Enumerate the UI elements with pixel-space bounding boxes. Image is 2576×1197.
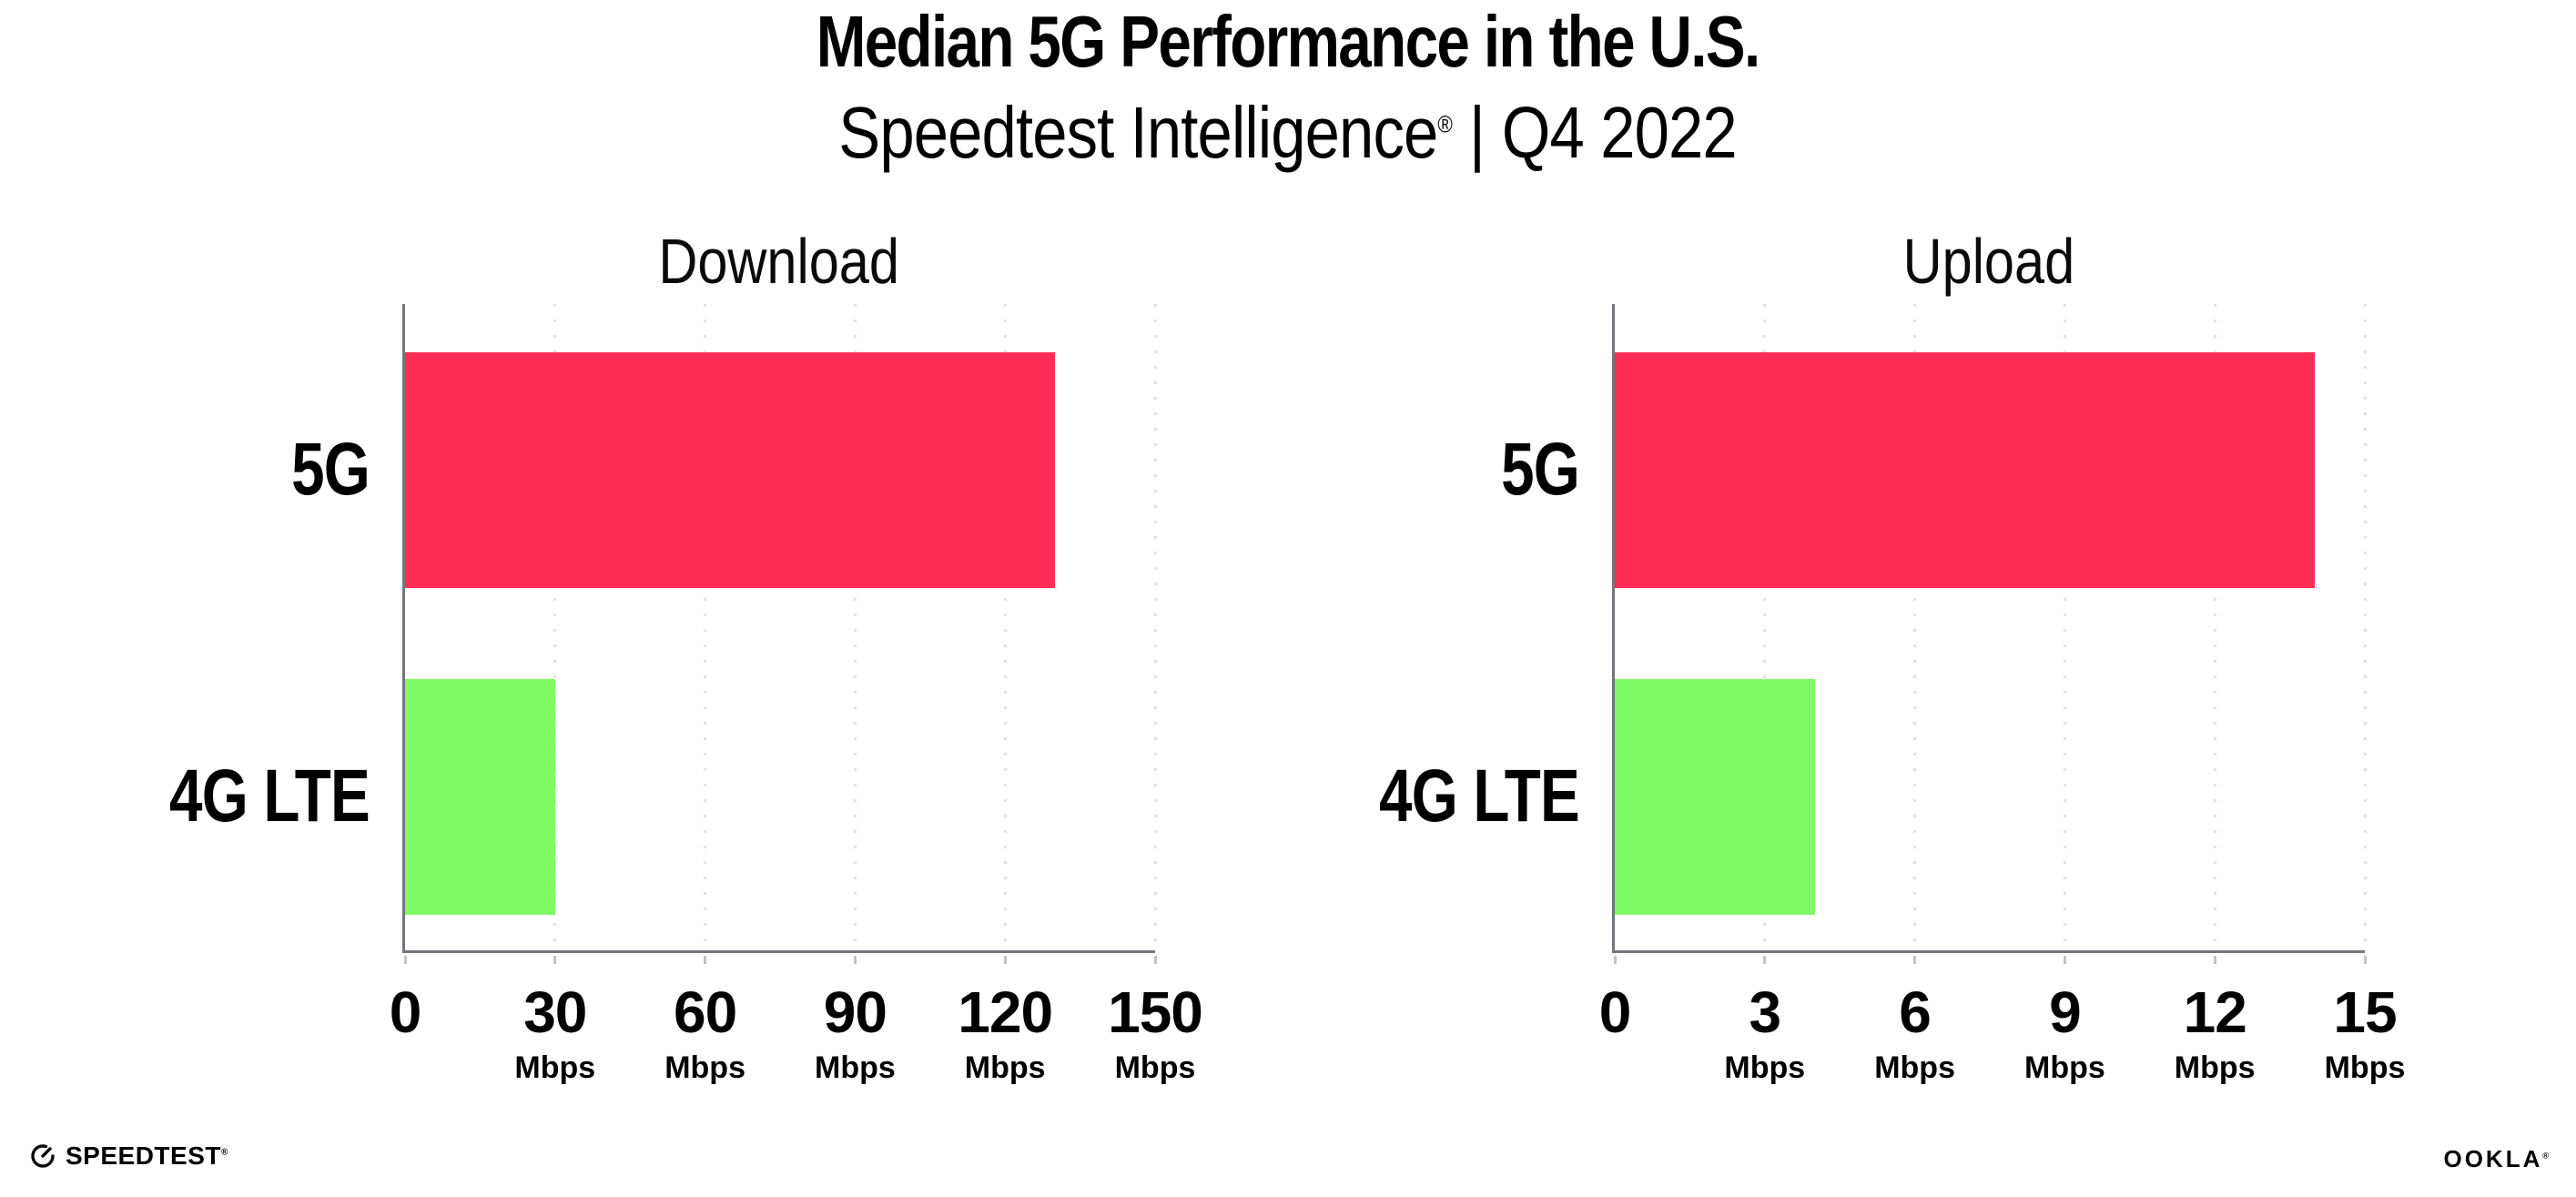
bar-4g-lte	[1615, 679, 1815, 915]
x-tick-unit: Mbps	[664, 1050, 745, 1085]
gridline	[2213, 304, 2216, 953]
gridline	[553, 304, 557, 953]
x-tick: 150 Mbps	[1108, 979, 1203, 1085]
subtitle-period: Q4 2022	[1502, 92, 1738, 173]
category-label-5g: 5G	[291, 428, 370, 511]
gridline	[1003, 304, 1007, 953]
x-tick: 3 Mbps	[1724, 983, 1805, 1083]
page-title: Median 5G Performance in the U.S.	[0, 5, 2576, 78]
x-tick: 60 Mbps	[664, 983, 745, 1083]
category-label-5g: 5G	[1501, 428, 1580, 511]
gridline	[2063, 304, 2066, 953]
registered-trademark-symbol: ®	[1437, 110, 1453, 138]
ookla-wordmark: OOKLA	[2443, 1145, 2543, 1172]
page-subtitle: Speedtest Intelligence® | Q4 2022	[0, 91, 2576, 175]
gridline	[1763, 304, 1767, 953]
plot-area: 5G 4G LTE 0 30 Mbps 60 Mbps 90 Mbps 120 Mbps 150 M…	[169, 304, 1203, 1083]
x-tick: 6 Mbps	[1874, 983, 1955, 1083]
x-tick-value: 12	[2183, 979, 2247, 1045]
x-tick: 30 Mbps	[514, 983, 595, 1083]
axis-tick-mark	[1613, 956, 1617, 964]
axis-tick-mark	[2063, 956, 2066, 964]
bar-5g	[1615, 352, 2316, 588]
x-tick-unit: Mbps	[514, 1050, 596, 1085]
axis-tick-mark	[553, 956, 557, 964]
x-tick-unit: Mbps	[1724, 1050, 1806, 1085]
category-label-4g-lte: 4G LTE	[1379, 755, 1580, 837]
plot-area: 5G 4G LTE 0 3 Mbps 6 Mbps 9 Mbps 12 Mbps 15 Mbps	[1379, 304, 2405, 1083]
axis-tick-mark	[2363, 956, 2367, 964]
x-tick-unit: Mbps	[964, 1050, 1046, 1085]
x-tick: 120 Mbps	[958, 979, 1053, 1085]
category-label-4g-lte: 4G LTE	[169, 755, 370, 837]
x-tick-value: 3	[1749, 979, 1782, 1045]
x-tick-value: 6	[1899, 979, 1932, 1045]
axis-tick-mark	[704, 956, 707, 964]
x-tick-value: 90	[823, 979, 887, 1045]
x-tick-unit: Mbps	[2024, 1050, 2105, 1085]
bar-5g	[405, 352, 1056, 588]
axis-tick-mark	[2213, 956, 2216, 964]
speedtest-gauge-icon	[29, 1142, 56, 1170]
gridline	[853, 304, 857, 953]
chart-title-download: Download	[658, 226, 899, 297]
gridline	[2363, 304, 2367, 953]
x-tick: 90 Mbps	[815, 983, 896, 1083]
chart-title-upload: Upload	[1902, 226, 2074, 297]
x-tick-value: 30	[523, 979, 587, 1045]
x-tick-unit: Mbps	[815, 1050, 896, 1085]
x-tick: 15 Mbps	[2325, 983, 2406, 1083]
subtitle-separator: |	[1469, 92, 1486, 173]
gridline	[1153, 304, 1157, 953]
speedtest-registered-symbol: ®	[220, 1147, 228, 1158]
gridline	[704, 304, 707, 953]
x-tick: 12 Mbps	[2175, 983, 2256, 1083]
subtitle-product: Speedtest Intelligence	[838, 92, 1439, 173]
x-tick-value: 60	[674, 979, 737, 1045]
x-tick-value: 150	[1108, 979, 1203, 1045]
speedtest-wordmark: SPEEDTEST®	[66, 1141, 228, 1170]
axis-tick-mark	[1003, 956, 1007, 964]
x-tick-unit: Mbps	[1114, 1050, 1196, 1085]
page-title-text: Median 5G Performance in the U.S.	[816, 1, 1760, 82]
x-tick-unit: Mbps	[1874, 1050, 1955, 1085]
bar-4g-lte	[405, 679, 555, 915]
gridline	[1913, 304, 1917, 953]
x-tick: 0	[1598, 979, 1632, 1045]
x-tick-value: 0	[1598, 979, 1632, 1045]
x-tick: 9 Mbps	[2024, 983, 2105, 1083]
axis-tick-mark	[853, 956, 857, 964]
axis-tick-mark	[1913, 956, 1917, 964]
download-chart: Download 5G 4G LTE 0 30 Mbps 60 Mbps 90 Mbps 12…	[169, 209, 1203, 1129]
x-tick-value: 15	[2333, 979, 2397, 1045]
axis-tick-mark	[1763, 956, 1767, 964]
x-tick-unit: Mbps	[2174, 1050, 2256, 1085]
upload-chart: Upload 5G 4G LTE 0 3 Mbps 6 Mbps 9 Mbps 12 Mbps 1…	[1379, 209, 2405, 1129]
x-tick-value: 9	[2049, 979, 2082, 1045]
axis-tick-mark	[1153, 956, 1157, 964]
axis-tick-mark	[403, 956, 407, 964]
x-tick-unit: Mbps	[2324, 1050, 2406, 1085]
x-tick-value: 0	[389, 979, 422, 1045]
ookla-registered-symbol: ®	[2542, 1151, 2549, 1161]
x-tick-value: 120	[958, 979, 1053, 1045]
speedtest-logo: SPEEDTEST®	[29, 1141, 228, 1171]
x-tick: 0	[389, 979, 422, 1045]
ookla-logo: OOKLA®	[2443, 1145, 2549, 1173]
